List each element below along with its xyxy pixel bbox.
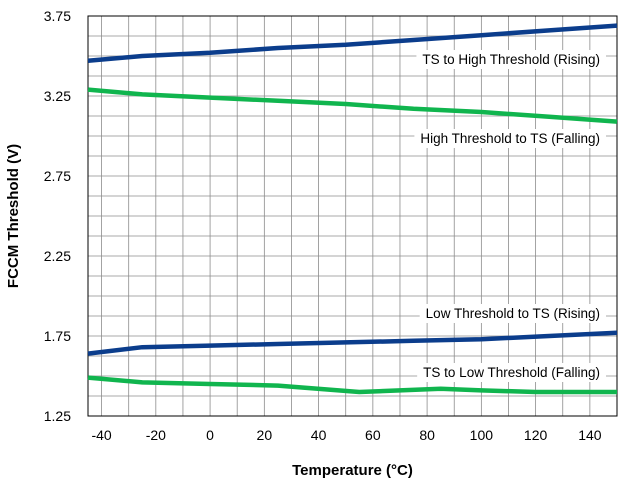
- x-tick-label: 60: [365, 427, 381, 443]
- y-tick-label: 2.25: [44, 248, 71, 264]
- x-tick-label: 120: [524, 427, 548, 443]
- y-tick-label: 1.75: [44, 328, 71, 344]
- plot-grid: [88, 15, 618, 417]
- y-tick-label: 3.75: [44, 8, 71, 24]
- x-tick-label: -20: [146, 427, 166, 443]
- x-tick-label: 40: [311, 427, 327, 443]
- series-lines: [87, 23, 618, 395]
- x-tick-label: 80: [419, 427, 435, 443]
- series-label-bg: [419, 304, 606, 323]
- plot-frame: [87, 15, 618, 417]
- series-line-4: [87, 375, 617, 395]
- x-tick-label: 140: [578, 427, 602, 443]
- series-label-bg: [414, 129, 606, 148]
- x-tick-label: 0: [206, 427, 214, 443]
- series-label: Low Threshold to TS (Rising): [426, 306, 600, 321]
- series-labels: TS to High Threshold (Rising) High Thresh…: [414, 50, 606, 382]
- series-line-3: [87, 330, 618, 356]
- x-tick-label: -40: [91, 427, 111, 443]
- x-axis-title: Temperature (°C): [292, 462, 413, 479]
- series-label-bg: [417, 363, 606, 382]
- series-label: TS to High Threshold (Rising): [422, 52, 600, 67]
- series-line-2: [87, 87, 618, 124]
- series-line-1: [87, 23, 618, 64]
- y-axis-title: FCCM Threshold (V): [5, 144, 22, 288]
- y-tick-label: 2.75: [44, 168, 71, 184]
- x-tick-labels: -40 -20 0 20 40 60 80 100 120 140: [91, 427, 601, 443]
- series-label-bg: [416, 50, 606, 69]
- series-label: TS to Low Threshold (Falling): [423, 365, 600, 380]
- y-tick-labels: 1.25 1.75 2.25 2.75 3.25 3.75: [44, 8, 71, 424]
- x-tick-label: 100: [470, 427, 494, 443]
- series-label: High Threshold to TS (Falling): [420, 131, 600, 146]
- x-tick-label: 20: [257, 427, 273, 443]
- y-tick-label: 3.25: [44, 88, 71, 104]
- y-tick-label: 1.25: [44, 408, 71, 424]
